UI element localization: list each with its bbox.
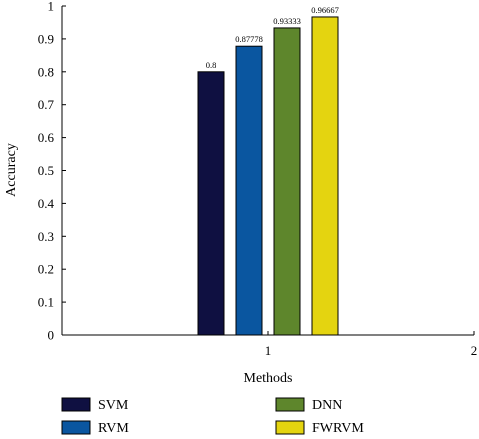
y-tick-label: 0.2 bbox=[38, 262, 54, 277]
legend-label-svm: SVM bbox=[98, 398, 129, 413]
data-label-fwrvm: 0.96667 bbox=[311, 5, 339, 15]
legend: SVM RVM DNN FWRVM bbox=[61, 397, 364, 436]
y-tick-label: 0.6 bbox=[38, 130, 55, 145]
x-tick-label: 1 bbox=[265, 343, 272, 358]
legend-swatch-fwrvm bbox=[275, 420, 305, 435]
y-tick-label: 0.7 bbox=[38, 97, 55, 112]
y-tick-label: 1 bbox=[48, 0, 55, 14]
x-axis-label: Methods bbox=[244, 371, 293, 386]
y-tick-label: 0.3 bbox=[38, 229, 54, 244]
data-label-svm: 0.8 bbox=[206, 60, 217, 70]
y-tick-label: 0.4 bbox=[38, 196, 55, 211]
y-tick-label: 0 bbox=[48, 328, 55, 343]
x-tick-label: 2 bbox=[471, 343, 478, 358]
legend-label-fwrvm: FWRVM bbox=[312, 421, 364, 436]
y-axis-label: Accuracy bbox=[4, 143, 19, 197]
legend-label-dnn: DNN bbox=[312, 398, 342, 413]
y-tick-label: 0.1 bbox=[38, 295, 54, 310]
legend-swatch-dnn bbox=[275, 397, 305, 412]
data-labels: 0.8 0.87778 0.93333 0.96667 bbox=[206, 5, 339, 70]
y-tick-label: 0.5 bbox=[38, 163, 54, 178]
legend-swatch-svm bbox=[61, 397, 91, 412]
bar-rvm bbox=[235, 45, 263, 336]
legend-swatch-rvm bbox=[61, 420, 91, 435]
data-label-rvm: 0.87778 bbox=[235, 34, 263, 44]
axes: 0 0.1 0.2 0.3 0.4 0.5 0.6 0.7 0.8 0.9 1 1 2 bbox=[38, 0, 478, 358]
bars bbox=[197, 16, 339, 336]
bar-svm bbox=[197, 71, 225, 336]
data-label-dnn: 0.93333 bbox=[273, 16, 301, 26]
y-tick-label: 0.8 bbox=[38, 64, 54, 79]
bar-fwrvm bbox=[311, 16, 339, 336]
bar-dnn bbox=[273, 27, 301, 336]
y-tick-label: 0.9 bbox=[38, 31, 54, 46]
legend-label-rvm: RVM bbox=[98, 421, 129, 436]
